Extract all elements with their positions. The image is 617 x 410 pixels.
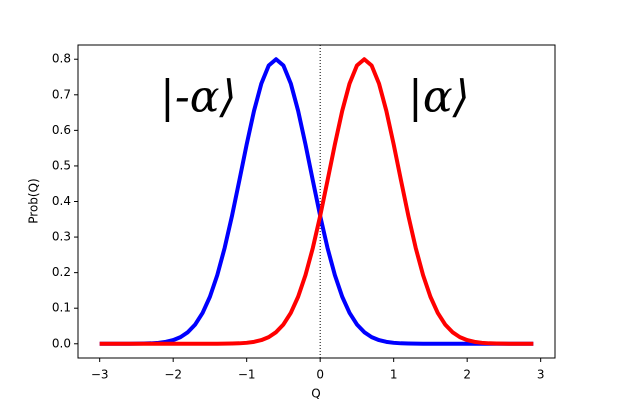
series-line (99, 57, 534, 346)
x-tick-label: 2 (463, 368, 471, 382)
x-tick-label: 3 (537, 368, 545, 382)
y-tick-label: 0.0 (52, 336, 71, 350)
y-tick-label: 0.3 (52, 230, 71, 244)
y-tick-label: 0.6 (52, 123, 71, 137)
y-tick-label: 0.1 (52, 301, 71, 315)
y-axis-label: Prob(Q) (27, 178, 41, 223)
x-axis-label: Q (311, 387, 320, 401)
x-tick-label: 1 (390, 368, 398, 382)
annotation: |α⟩ (408, 72, 470, 123)
y-tick-label: 0.5 (52, 158, 71, 172)
x-tick-label: −1 (238, 368, 256, 382)
x-tick-label: −2 (164, 368, 182, 382)
x-tick-label: −3 (91, 368, 109, 382)
y-tick-label: 0.7 (52, 87, 71, 101)
series-line (99, 57, 534, 346)
y-tick-label: 0.2 (52, 265, 71, 279)
annotation: |-α⟩ (160, 72, 237, 123)
y-tick-label: 0.4 (52, 194, 71, 208)
x-tick-label: 0 (316, 368, 324, 382)
y-tick-label: 0.8 (52, 52, 71, 66)
